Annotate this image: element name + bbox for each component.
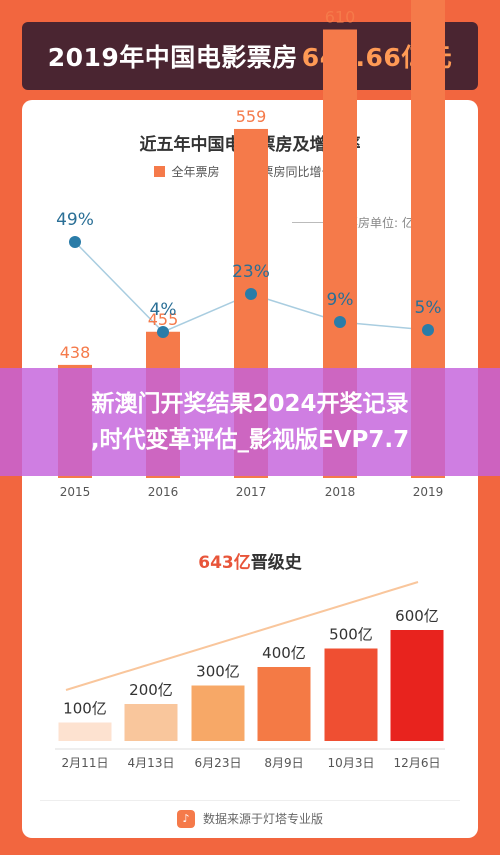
unit-label: 票房单位: 亿元 bbox=[346, 216, 426, 230]
unit-rule bbox=[292, 222, 340, 223]
growth-label-2016: 4% bbox=[150, 300, 177, 320]
chart2-title-num: 643亿 bbox=[198, 553, 251, 573]
bar-label-2018: 610 bbox=[325, 8, 356, 27]
milestone-bar-1 bbox=[58, 722, 112, 741]
growth-point-2018 bbox=[334, 316, 346, 328]
milestone-bar-4 bbox=[257, 667, 311, 741]
growth-label-2015: 49% bbox=[56, 210, 94, 230]
milestone-date-3: 6月23日 bbox=[195, 756, 242, 770]
x-tick-2017: 2017 bbox=[236, 485, 267, 499]
legend-item-box-office: 全年票房 bbox=[154, 163, 220, 180]
growth-label-2019: 5% bbox=[415, 298, 442, 318]
milestone-date-1: 2月11日 bbox=[62, 756, 109, 770]
milestone-date-2: 4月13日 bbox=[128, 756, 175, 770]
x-tick-2019: 2019 bbox=[413, 485, 444, 499]
footer-source: 数据来源于灯塔专业版 bbox=[202, 812, 323, 826]
legend-label-box-office: 全年票房 bbox=[171, 165, 220, 179]
growth-point-2015 bbox=[69, 236, 81, 248]
milestone-label-2: 200亿 bbox=[129, 681, 173, 699]
chart2-svg: 100亿 2月11日 200亿 4月13日 300亿 6月23日 400亿 8月9日 500亿 1… bbox=[55, 581, 445, 770]
growth-label-2017: 23% bbox=[232, 262, 270, 282]
milestone-bar-2 bbox=[124, 704, 178, 741]
overlay-banner: 新澳门开奖结果2024开奖记录 ,时代变革评估_影视版EVP7.7 bbox=[0, 368, 500, 476]
milestone-date-6: 12月6日 bbox=[394, 756, 441, 770]
x-tick-2018: 2018 bbox=[325, 485, 356, 499]
growth-label-2018: 9% bbox=[327, 290, 354, 310]
bar-label-2016: 455 bbox=[148, 310, 179, 329]
milestone-label-3: 300亿 bbox=[196, 663, 240, 681]
chart2-title-text: 晋级史 bbox=[250, 553, 302, 573]
chart2-title: 643亿晋级史 bbox=[0, 548, 500, 573]
lighthouse-logo-icon: ♪ bbox=[176, 809, 195, 828]
chart1-unit: 票房单位: 亿元 bbox=[292, 214, 452, 231]
milestone-date-4: 8月9日 bbox=[264, 756, 303, 770]
bar-label-2015: 438 bbox=[60, 343, 91, 362]
footer: ♪ 数据来源于灯塔专业版 bbox=[40, 800, 460, 836]
x-tick-2015: 2015 bbox=[60, 485, 91, 499]
growth-point-2017 bbox=[245, 288, 257, 300]
milestone-bar-6 bbox=[390, 630, 444, 741]
growth-point-2019 bbox=[422, 324, 434, 336]
legend-square-icon bbox=[154, 166, 166, 177]
milestone-date-5: 10月3日 bbox=[328, 756, 375, 770]
banner-line2: ,时代变革评估_影视版EVP7.7 bbox=[90, 427, 410, 453]
trend-line bbox=[65, 581, 419, 691]
banner-line1: 新澳门开奖结果2024开奖记录 bbox=[91, 391, 409, 417]
milestone-bar-5 bbox=[324, 648, 378, 741]
milestone-label-4: 400亿 bbox=[262, 644, 306, 662]
header-title: 2019年中国电影票房 bbox=[47, 43, 298, 72]
growth-point-2016 bbox=[157, 326, 169, 338]
milestone-label-6: 600亿 bbox=[395, 607, 439, 625]
x-tick-2016: 2016 bbox=[148, 485, 179, 499]
bar-label-2017: 559 bbox=[236, 107, 267, 126]
milestone-label-5: 500亿 bbox=[329, 626, 373, 644]
milestone-label-1: 100亿 bbox=[63, 700, 107, 718]
milestone-bar-3 bbox=[191, 685, 245, 741]
